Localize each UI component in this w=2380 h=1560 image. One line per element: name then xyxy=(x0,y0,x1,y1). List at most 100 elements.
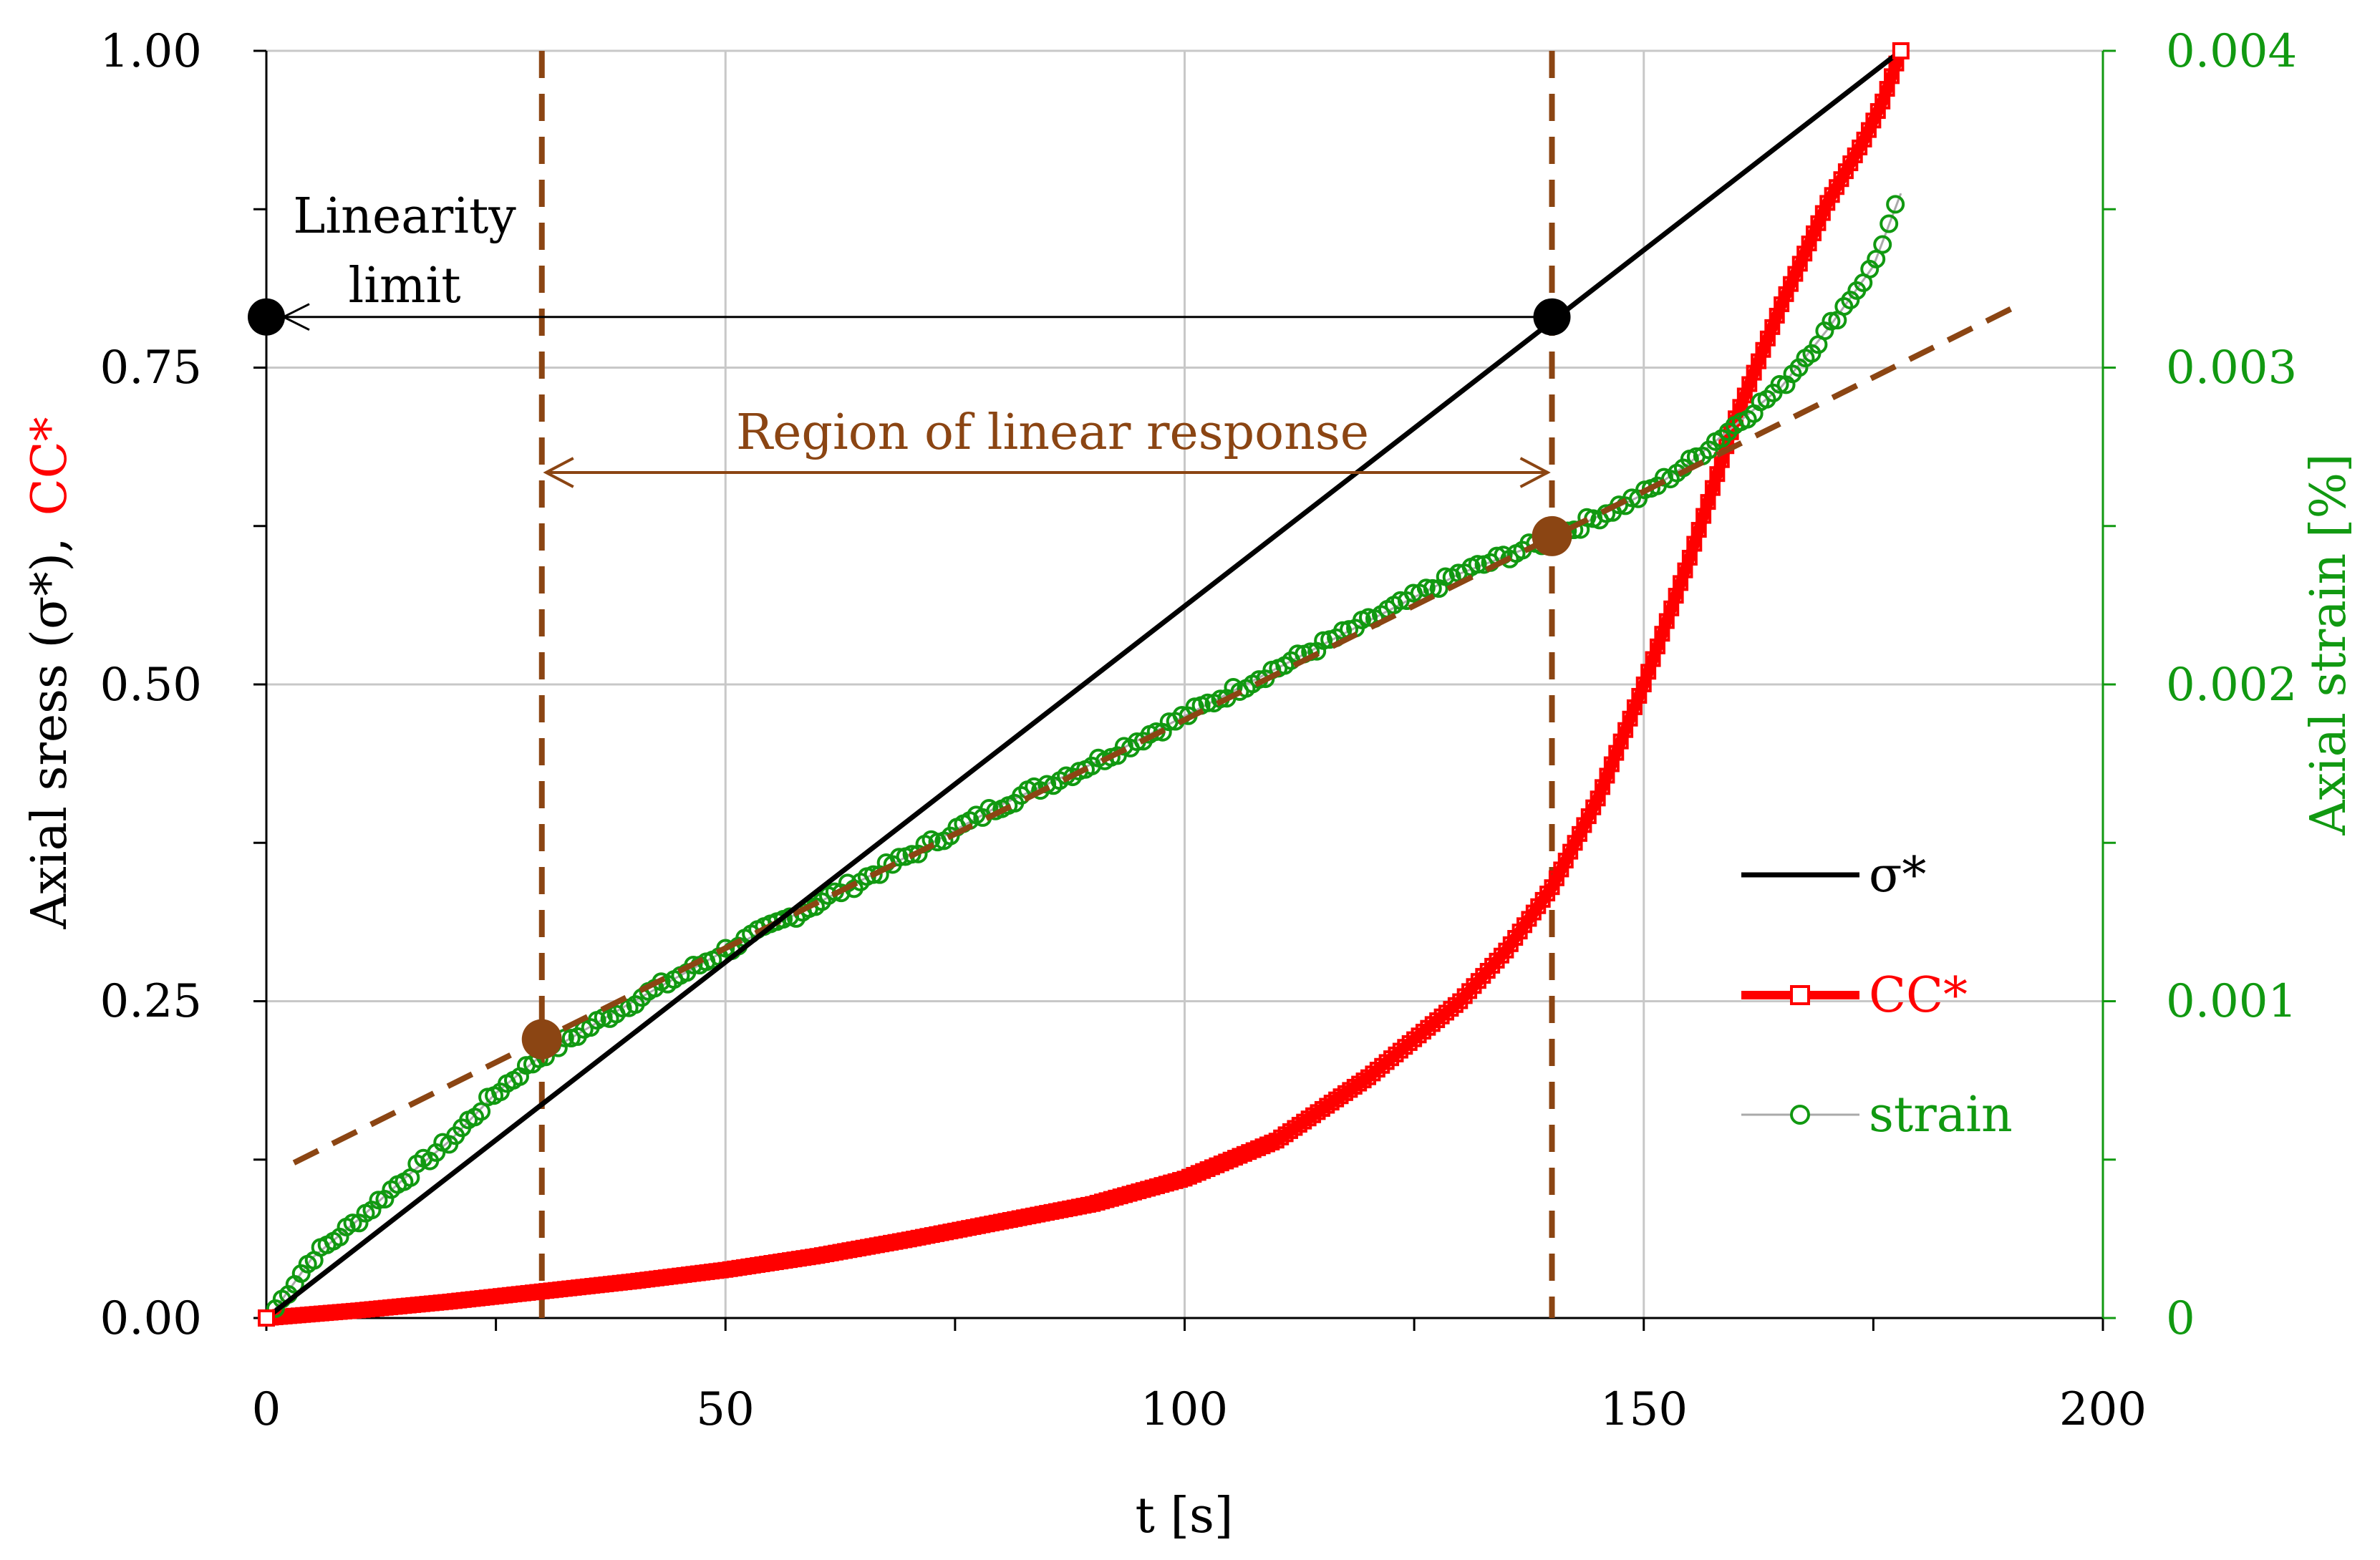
fit-boundary-point xyxy=(1532,515,1572,556)
series-cc xyxy=(258,43,1909,1326)
cc-data-point xyxy=(1631,687,1648,704)
series-sigma xyxy=(258,42,1910,1327)
y2-tick-label: 0 xyxy=(2166,1292,2195,1345)
cc-data-point xyxy=(1741,376,1758,392)
strain-data-point xyxy=(889,848,909,867)
cc-data-point xyxy=(1751,353,1767,369)
cc-data-point xyxy=(1617,722,1634,738)
cc-data-point xyxy=(1819,195,1836,211)
cc-data-point xyxy=(1810,215,1827,231)
y-tick-label: 0.00 xyxy=(100,1292,203,1345)
sigma-line xyxy=(264,49,1902,1320)
x-axis-title: t [s] xyxy=(1136,1488,1234,1544)
x-tick-label: 0 xyxy=(252,1383,281,1436)
cc-data-point xyxy=(1829,179,1845,195)
cc-data-point xyxy=(1759,330,1776,347)
y2-tick-label: 0.002 xyxy=(2166,659,2297,712)
x-tick-label: 200 xyxy=(2059,1383,2147,1436)
strain-data-point xyxy=(1770,374,1789,394)
cc-data-point xyxy=(1869,103,1886,120)
annotations xyxy=(248,298,1572,1060)
legend: σ* CC* strain xyxy=(1741,847,2013,1143)
cc-data-point xyxy=(1626,699,1643,715)
cc-data-point xyxy=(1837,163,1854,180)
cc-data-point xyxy=(1576,817,1592,833)
legend-label-strain: strain xyxy=(1869,1087,2013,1143)
strain-data-point xyxy=(343,1213,362,1233)
linear-fit xyxy=(292,301,2022,1166)
cc-data-point xyxy=(1603,756,1620,772)
cc-data-point xyxy=(1590,790,1606,807)
cc-data-point xyxy=(1782,276,1799,292)
cc-data-point xyxy=(1544,879,1560,896)
linearity-limit-label-line2: limit xyxy=(348,258,460,314)
cc-data-point xyxy=(1585,799,1602,815)
cc-data-point xyxy=(1599,767,1615,784)
cc-data-point xyxy=(1595,779,1611,795)
cc-data-point xyxy=(1806,225,1822,241)
cc-data-point xyxy=(1622,710,1638,727)
y2-tick-label: 0.003 xyxy=(2166,341,2297,394)
strain-data-point xyxy=(1314,631,1333,650)
axes xyxy=(253,49,2116,1331)
cc-data-point xyxy=(1865,112,1882,129)
strain-data-point xyxy=(1198,693,1217,712)
cc-data-point xyxy=(1580,808,1597,825)
cc-data-point xyxy=(1562,843,1579,860)
strain-data-point xyxy=(1436,567,1455,586)
linear-fit-line xyxy=(292,301,2022,1166)
strain-data-point xyxy=(1873,235,1892,254)
strain-data-point xyxy=(1886,195,1905,214)
region-label: Region of linear response xyxy=(736,404,1369,461)
y2-tick-label: 0.004 xyxy=(2166,25,2297,78)
x-tick-label: 100 xyxy=(1141,1383,1228,1436)
cc-data-point xyxy=(1447,997,1464,1013)
legend-marker-cc xyxy=(1790,985,1810,1005)
cc-data-point xyxy=(1746,364,1762,381)
cc-data-point xyxy=(1571,825,1587,842)
y2-axis-title: Axial strain [%] xyxy=(2301,453,2357,835)
y-axis-title-cc: CC* xyxy=(21,417,78,515)
cc-data-point xyxy=(1736,387,1753,404)
strain-data-point xyxy=(1622,488,1642,508)
cc-end-marker xyxy=(1892,42,1910,59)
cc-data-point xyxy=(1787,266,1804,282)
cc-data-point xyxy=(1833,171,1849,188)
cc-data-point xyxy=(1778,286,1794,302)
cc-data-point xyxy=(1791,256,1808,272)
cc-data-point xyxy=(1764,319,1781,335)
y-axis-title-stress: Axial sress (σ*), xyxy=(21,537,78,929)
y2-tick-label: 0.001 xyxy=(2166,975,2297,1028)
legend-marker-strain xyxy=(1790,1105,1810,1125)
cc-data-point xyxy=(1796,246,1813,262)
cc-data-point xyxy=(1769,307,1785,324)
cc-data-point xyxy=(1755,341,1771,358)
cc-data-point xyxy=(1557,853,1574,869)
strain-data-point xyxy=(1359,608,1378,627)
strain-data-point xyxy=(1822,311,1841,331)
y-tick-label: 0.75 xyxy=(100,341,203,394)
cc-data-point xyxy=(1852,139,1868,155)
strain-data-point xyxy=(1416,578,1436,598)
x-tick-label: 150 xyxy=(1600,1383,1688,1436)
cc-data-point xyxy=(1847,147,1863,164)
cc-data-point xyxy=(1814,205,1831,221)
cc-data-point xyxy=(1860,122,1877,138)
linearity-limit-point xyxy=(248,298,285,336)
strain-data-point xyxy=(1577,508,1597,527)
y-axis-title: Axial sress (σ*), CC* xyxy=(21,417,78,929)
cc-data-point xyxy=(1774,296,1790,312)
cc-data-point xyxy=(1608,745,1625,761)
labels: 0 50 100 150 200 0.00 0.25 0.50 0.75 1.0… xyxy=(21,25,2357,1544)
cc-data-point xyxy=(1842,155,1859,172)
cc-line xyxy=(266,49,1907,1324)
y-tick-label: 1.00 xyxy=(100,25,203,78)
linearity-limit-point xyxy=(1533,298,1571,336)
cc-start-marker xyxy=(258,1309,275,1327)
legend-label-cc: CC* xyxy=(1869,967,1968,1024)
cc-data-point xyxy=(1612,733,1629,750)
cc-data-point xyxy=(1548,870,1564,886)
cc-data-point xyxy=(1567,835,1583,851)
x-tick-label: 50 xyxy=(696,1383,754,1436)
